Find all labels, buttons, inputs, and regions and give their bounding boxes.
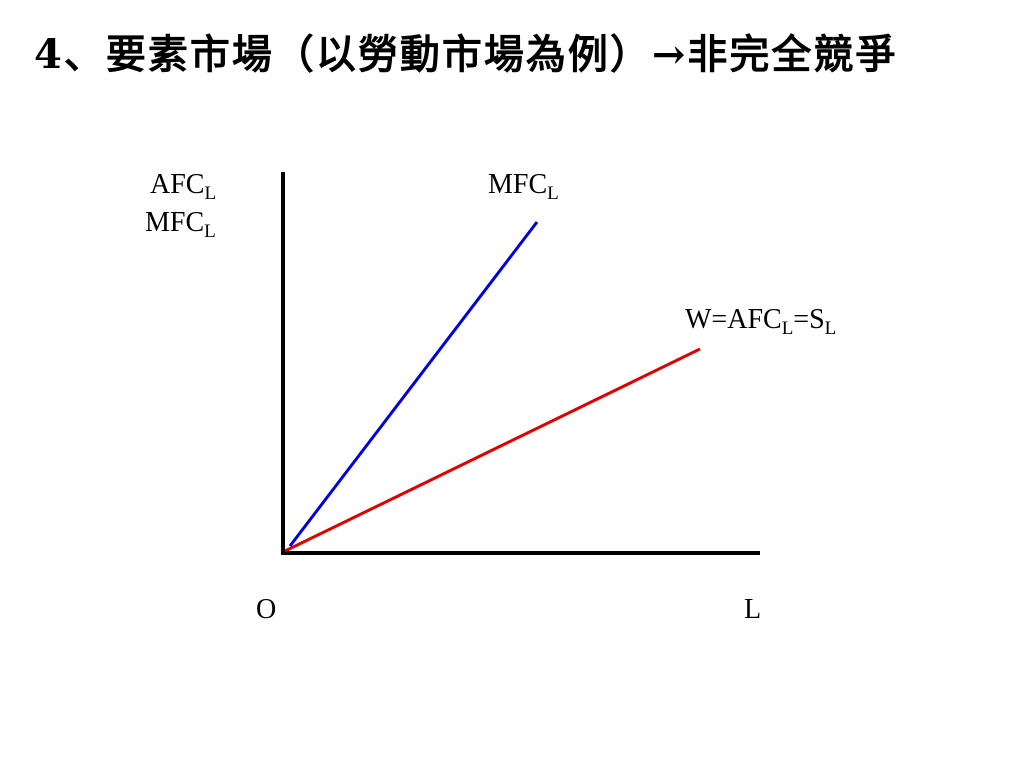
x-axis-label: L [744,594,761,625]
y-axis-label-afc: AFCL [150,169,216,204]
origin-label: O [256,594,276,625]
supply-curve [284,347,701,553]
y-axis-label-mfc: MFCL [145,207,216,242]
supply-curve-label: W=AFCL=SL [685,304,836,339]
mfc-curve [288,221,539,547]
mfc-curve-label: MFCL [488,169,559,204]
slide-title: 4、要素市場（以勞動市場為例）→非完全競爭 [34,31,898,78]
